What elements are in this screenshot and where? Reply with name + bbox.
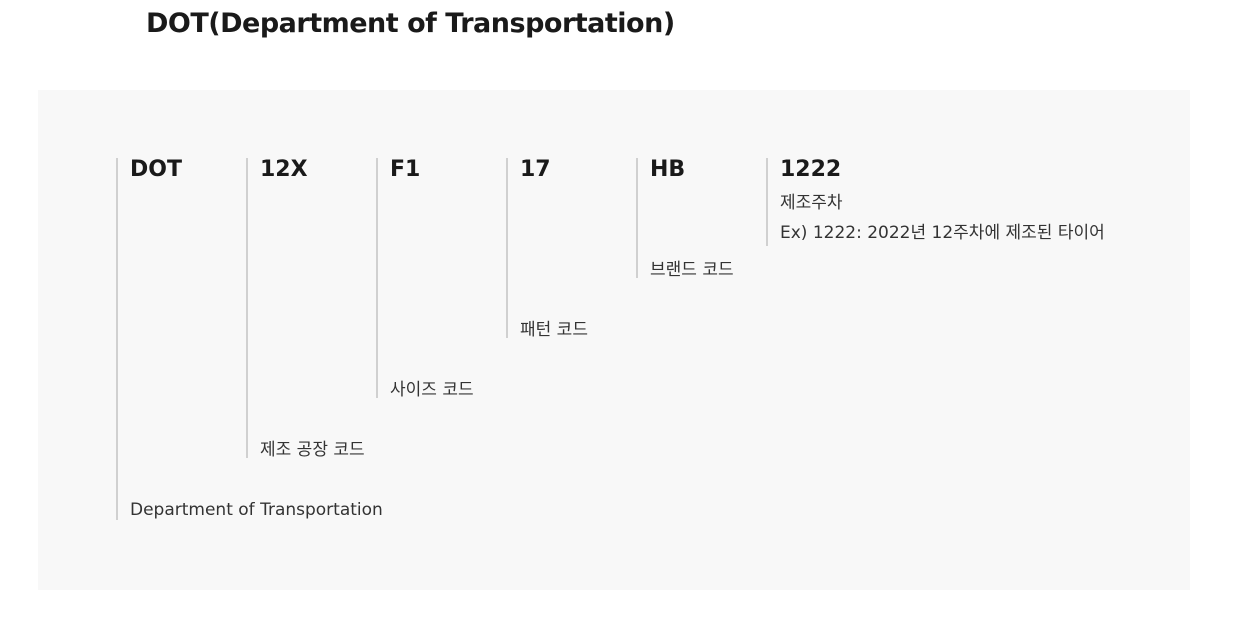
divider — [506, 158, 508, 338]
description: Ex) 1222: 2022년 12주차에 제조된 타이어 — [780, 223, 1105, 243]
code: HB — [650, 157, 686, 182]
description: 브랜드 코드 — [650, 260, 734, 280]
code: 12X — [260, 157, 308, 182]
description: 사이즈 코드 — [390, 380, 474, 400]
divider — [246, 158, 248, 458]
code: DOT — [130, 157, 182, 182]
code: F1 — [390, 157, 421, 182]
title: DOT(Department of Transportation) — [146, 8, 675, 39]
code: 1222 — [780, 157, 842, 182]
panel — [38, 90, 1190, 590]
divider — [766, 158, 768, 246]
divider — [636, 158, 638, 278]
divider — [116, 158, 118, 520]
code: 17 — [520, 157, 551, 182]
description: 제조 공장 코드 — [260, 440, 365, 460]
divider — [376, 158, 378, 398]
description: 패턴 코드 — [520, 320, 588, 340]
description: Department of Transportation — [130, 500, 383, 520]
description: 제조주차 — [780, 193, 843, 213]
